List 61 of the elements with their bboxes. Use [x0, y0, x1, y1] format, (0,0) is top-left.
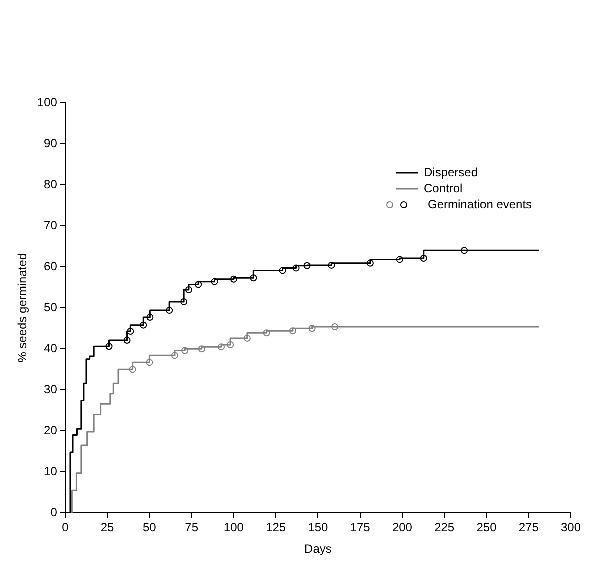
y-tick-label: 50 [44, 300, 58, 314]
point [146, 359, 154, 366]
y-tick-label: 80 [44, 177, 58, 192]
point [366, 260, 374, 267]
point [211, 278, 218, 286]
point [124, 337, 131, 344]
legend-label: Control [424, 181, 463, 196]
y-tick-label: 20 [44, 423, 58, 438]
point [146, 314, 154, 322]
y-tick-label: 40 [44, 341, 58, 356]
point [166, 307, 174, 314]
point [396, 256, 404, 264]
y-tick-label: 90 [44, 136, 58, 150]
point [279, 267, 286, 274]
point [182, 347, 189, 354]
point [420, 254, 428, 262]
point [328, 262, 336, 269]
x-tick-label: 50 [143, 520, 157, 535]
point [250, 274, 258, 282]
point [308, 325, 316, 332]
point [230, 276, 238, 283]
x-tick-label: 125 [266, 520, 286, 535]
point [140, 322, 148, 329]
x-tick-label: 150 [308, 520, 329, 535]
point [171, 352, 178, 360]
point [332, 323, 339, 330]
x-axis-title: Days [304, 542, 332, 556]
y-tick-label: 0 [50, 506, 58, 520]
point [129, 366, 136, 374]
point [218, 344, 225, 351]
point [180, 298, 188, 306]
x-tick-label: 0 [62, 520, 70, 535]
x-tick-label: 100 [224, 520, 244, 535]
point [198, 346, 206, 353]
point [263, 330, 270, 337]
point [289, 328, 296, 335]
point [244, 334, 251, 342]
point [127, 328, 134, 335]
point [304, 262, 311, 270]
x-tick-label: 25 [100, 520, 115, 535]
point [185, 286, 192, 294]
x-tick-label: 75 [185, 520, 199, 535]
point [227, 342, 234, 349]
x-tick-label: 175 [350, 520, 371, 535]
x-tick-label: 225 [434, 520, 455, 535]
y-tick-label: 10 [44, 464, 58, 478]
legend-label: Germination events [428, 197, 532, 212]
point [195, 281, 202, 288]
x-tick-label: 300 [560, 520, 582, 535]
y-tick-label: 60 [44, 259, 58, 274]
x-tick-label: 275 [518, 520, 540, 535]
point [292, 264, 300, 272]
point [460, 247, 468, 254]
legend-label: Dispersed [424, 165, 478, 180]
y-tick-label: 30 [44, 382, 58, 396]
y-tick-label: 100 [37, 95, 58, 110]
x-tick-label: 250 [476, 520, 498, 535]
x-tick-label: 200 [392, 520, 413, 535]
point [106, 343, 113, 350]
y-tick-label: 70 [44, 218, 58, 232]
y-axis-title: % seeds germinated [16, 253, 30, 363]
